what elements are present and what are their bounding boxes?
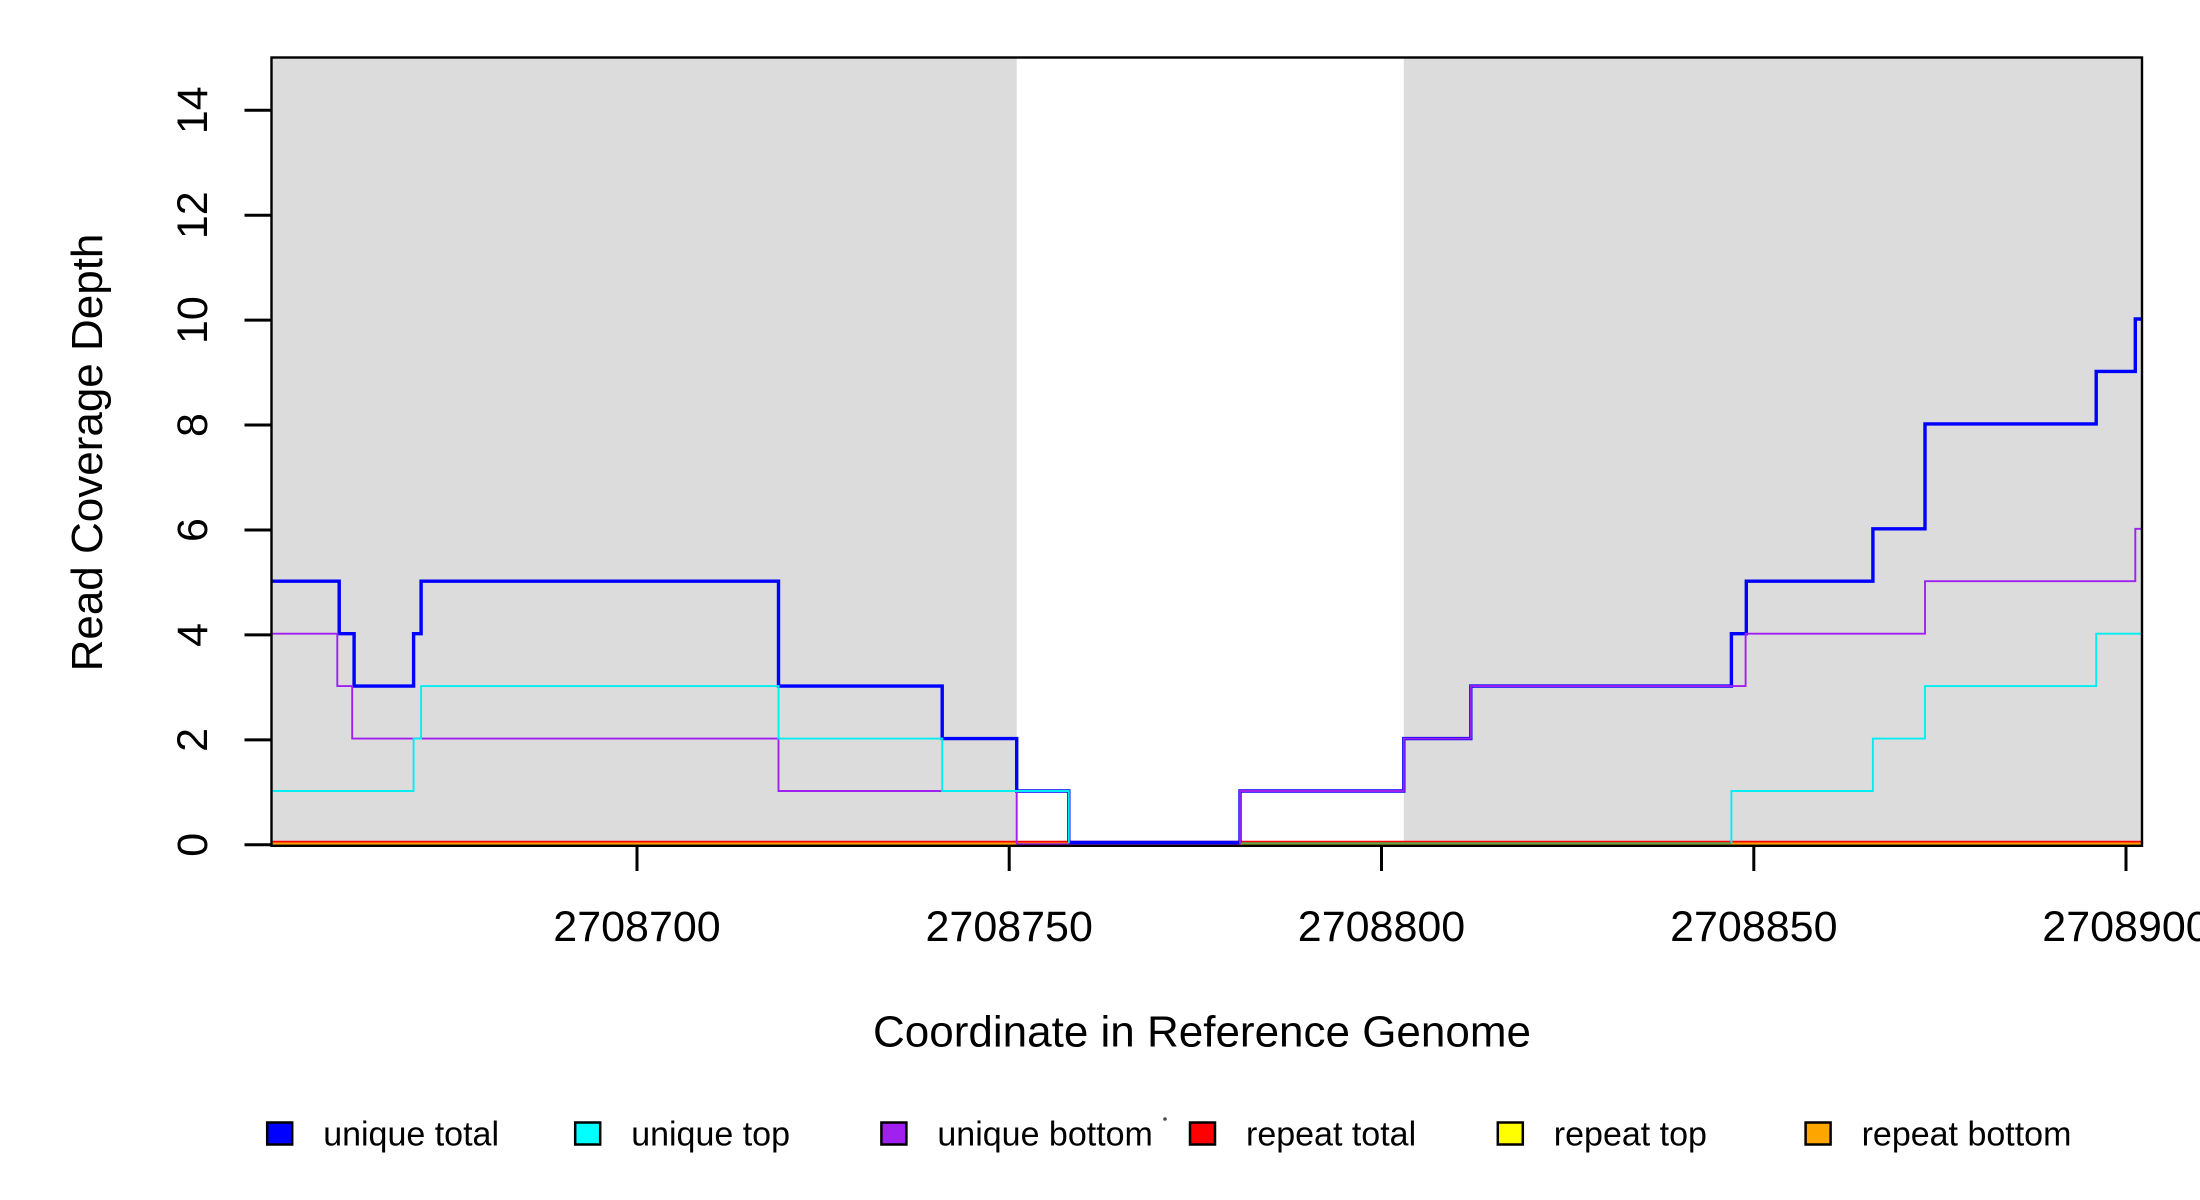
- svg-text:10: 10: [169, 296, 217, 344]
- svg-text:2: 2: [169, 728, 217, 752]
- svg-text:repeat top: repeat top: [1554, 1116, 1707, 1154]
- svg-text:repeat total: repeat total: [1246, 1116, 1416, 1154]
- svg-text:Coordinate in Reference Genome: Coordinate in Reference Genome: [873, 1008, 1531, 1057]
- svg-text:unique total: unique total: [323, 1116, 499, 1154]
- svg-text:6: 6: [169, 518, 217, 542]
- svg-text:unique bottom: unique bottom: [937, 1116, 1153, 1154]
- svg-text:2708900: 2708900: [2042, 903, 2200, 951]
- svg-text:Read Coverage Depth: Read Coverage Depth: [63, 234, 112, 672]
- svg-text:12: 12: [169, 191, 217, 239]
- svg-text:2708850: 2708850: [1670, 903, 1837, 951]
- svg-text:14: 14: [169, 86, 217, 134]
- svg-text:2708750: 2708750: [925, 903, 1092, 951]
- svg-text:0: 0: [169, 833, 217, 857]
- svg-text:unique top: unique top: [631, 1116, 790, 1154]
- svg-text:2708800: 2708800: [1298, 903, 1465, 951]
- svg-text:4: 4: [169, 623, 217, 647]
- svg-text:8: 8: [169, 413, 217, 437]
- svg-text:repeat bottom: repeat bottom: [1862, 1116, 2072, 1154]
- svg-text:2708700: 2708700: [553, 903, 720, 951]
